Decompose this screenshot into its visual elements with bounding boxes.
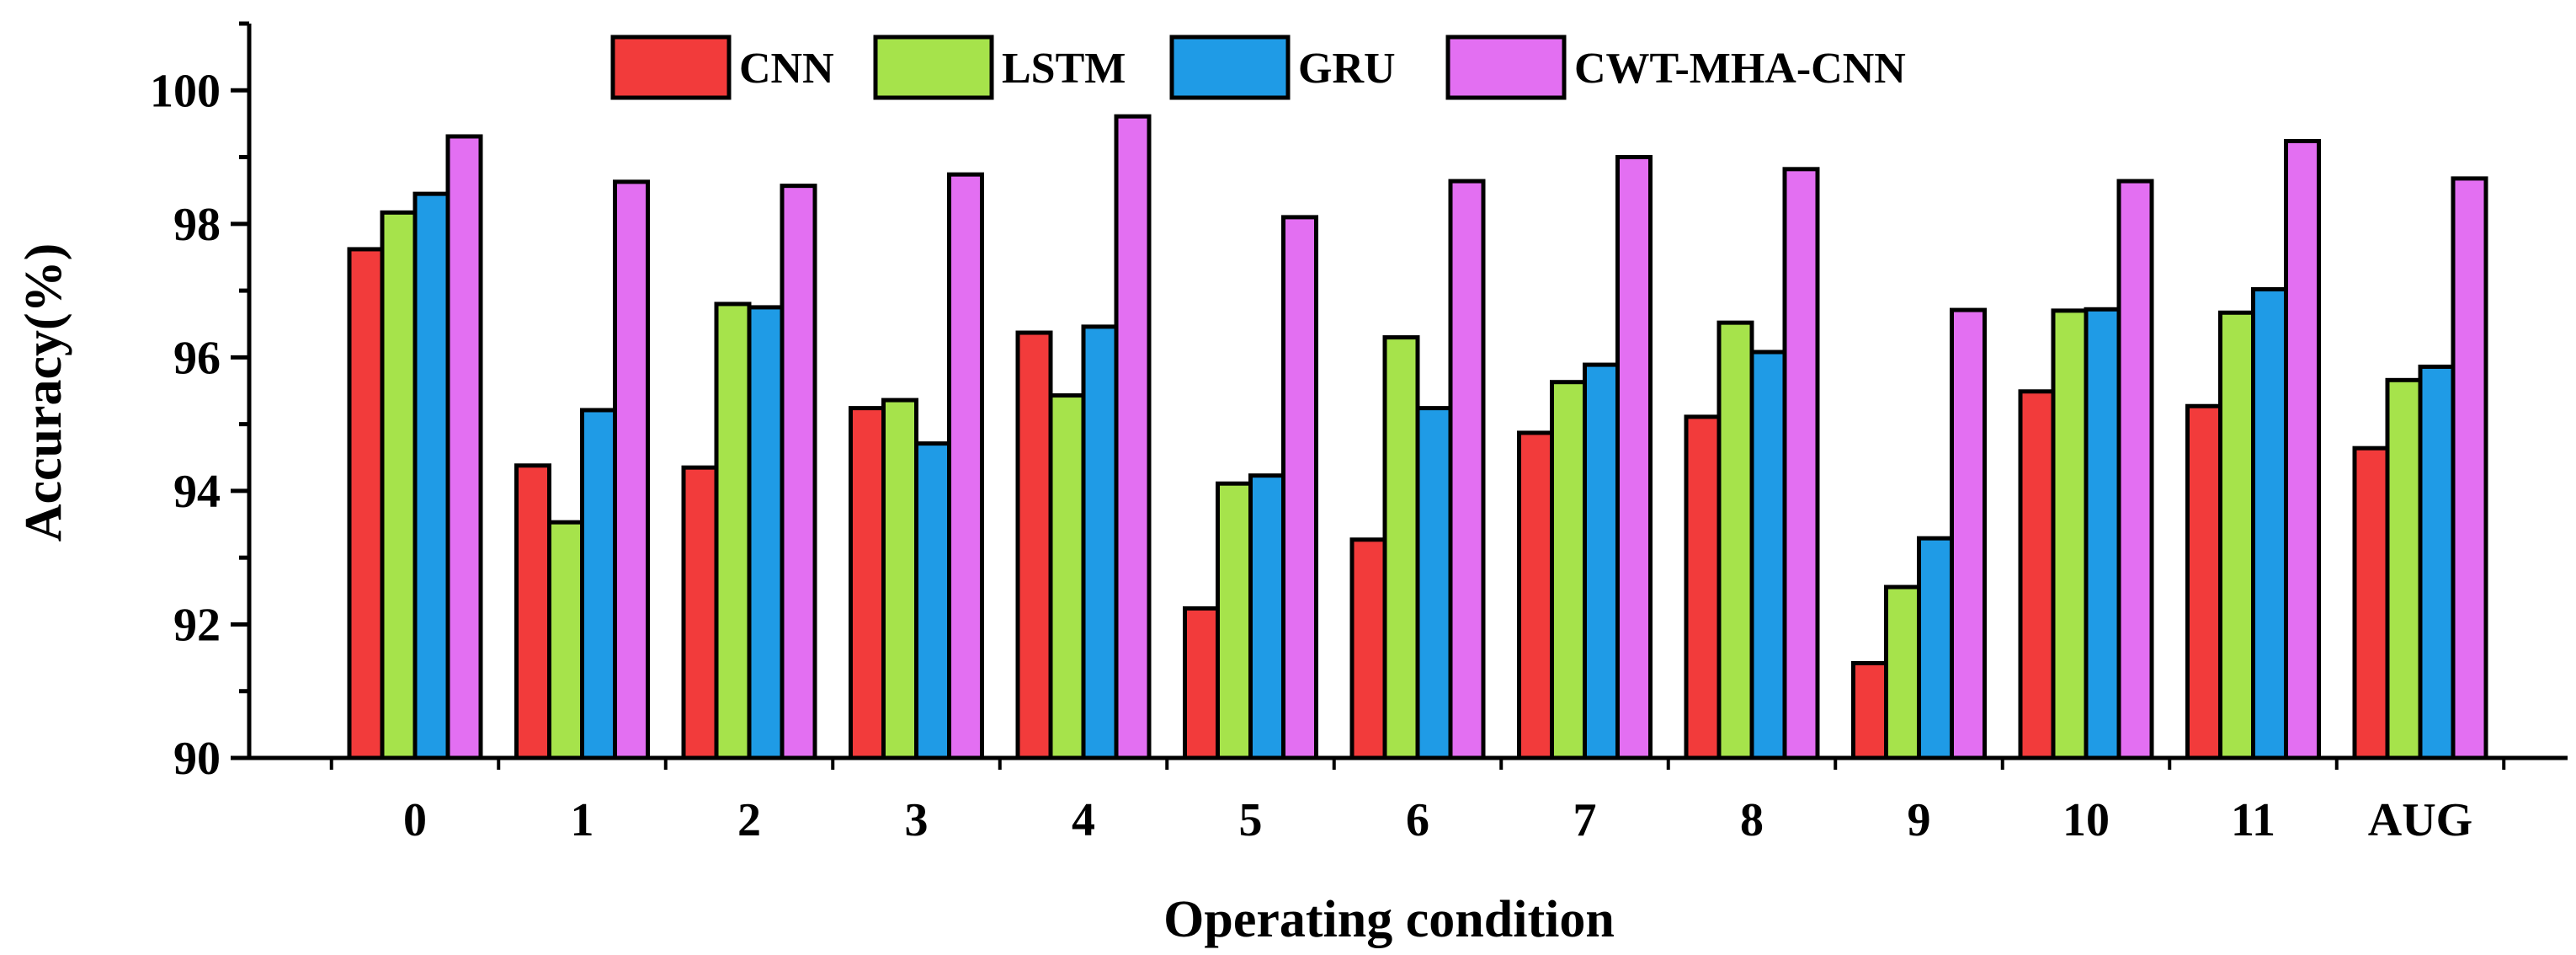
legend-swatch-cnn (610, 35, 732, 100)
x-tick-label-0: 0 (403, 794, 427, 846)
bar-cwt-mha-cnn-7 (1615, 155, 1653, 760)
bar-cnn-3 (849, 406, 886, 760)
bar-lstm-4 (1048, 393, 1086, 760)
bar-gru-7 (1583, 362, 1620, 760)
bar-gru-5 (1248, 473, 1285, 760)
bar-cnn-5 (1183, 606, 1220, 760)
x-tick-label-8: 8 (1740, 794, 1764, 846)
y-tick-label-98: 98 (173, 199, 221, 251)
legend-label-cwt-mha-cnn: CWT-MHA-CNN (1574, 45, 1906, 93)
x-tick-label-7: 7 (1573, 794, 1597, 846)
bar-cwt-mha-cnn-4 (1114, 114, 1152, 760)
legend-swatch-lstm (873, 35, 994, 100)
bar-lstm-1 (547, 520, 584, 760)
bar-gru-6 (1415, 406, 1453, 760)
axes-layer: 0 1 2 3 4 5 6 7 8 9 10 11 AUG 90 92 94 96 98 100 (150, 21, 2568, 846)
legend: CNN LSTM GRU CWT-MHA-CNN (610, 35, 1906, 100)
x-tick-label-aug: AUG (2368, 794, 2472, 846)
bar-cnn-10 (2018, 389, 2056, 760)
bar-gru-1 (580, 408, 617, 760)
bar-cnn-aug (2352, 445, 2390, 760)
bar-cwt-mha-cnn-5 (1281, 215, 1318, 760)
y-tick-label-92: 92 (173, 599, 221, 651)
bar-lstm-10 (2051, 308, 2089, 760)
bar-cnn-8 (1684, 414, 1722, 760)
bar-cnn-0 (347, 247, 385, 760)
x-tick-label-5: 5 (1239, 794, 1263, 846)
bar-cnn-7 (1517, 430, 1554, 760)
bar-cnn-1 (514, 463, 551, 760)
bar-cwt-mha-cnn-3 (947, 172, 984, 760)
bar-lstm-aug (2385, 377, 2423, 760)
bar-cwt-mha-cnn-0 (445, 134, 483, 760)
bar-cwt-mha-cnn-8 (1782, 167, 1820, 760)
bar-cnn-6 (1349, 537, 1387, 760)
x-tick-label-9: 9 (1908, 794, 1931, 846)
bars-layer (347, 114, 2488, 760)
bar-cnn-4 (1015, 330, 1053, 760)
legend-label-gru: GRU (1298, 45, 1396, 93)
bar-lstm-7 (1550, 380, 1587, 760)
x-tick-label-1: 1 (571, 794, 594, 846)
bar-gru-4 (1081, 324, 1119, 760)
bar-cnn-2 (681, 465, 719, 760)
bar-gru-0 (412, 191, 450, 760)
bar-cwt-mha-cnn-11 (2284, 139, 2321, 760)
bar-lstm-11 (2218, 310, 2255, 760)
bar-lstm-9 (1884, 584, 1921, 760)
bar-cnn-9 (1851, 660, 1888, 760)
y-tick-label-90: 90 (173, 733, 221, 785)
x-tick-label-3: 3 (905, 794, 929, 846)
bar-lstm-2 (714, 301, 752, 760)
bar-cnn-11 (2185, 403, 2222, 760)
legend-swatch-gru (1169, 35, 1291, 100)
bar-cwt-mha-cnn-aug (2451, 176, 2488, 760)
bar-cwt-mha-cnn-6 (1448, 179, 1486, 760)
legend-label-cnn: CNN (739, 45, 834, 93)
y-tick-label-94: 94 (173, 466, 221, 518)
y-tick-label-96: 96 (173, 332, 221, 384)
bar-gru-aug (2418, 364, 2456, 760)
bar-lstm-0 (380, 210, 418, 760)
x-tick-label-4: 4 (1072, 794, 1095, 846)
y-tick-label-100: 100 (150, 65, 221, 117)
x-tick-label-2: 2 (737, 794, 761, 846)
bar-lstm-5 (1216, 481, 1253, 760)
bar-gru-3 (914, 441, 951, 760)
bar-gru-10 (2084, 307, 2121, 760)
bar-lstm-8 (1716, 320, 1754, 760)
bar-cwt-mha-cnn-1 (613, 179, 650, 760)
bar-cwt-mha-cnn-10 (2116, 179, 2154, 760)
y-axis-title: Accuracy(%) (15, 243, 72, 542)
bar-lstm-6 (1382, 335, 1420, 760)
bar-gru-9 (1917, 536, 1954, 760)
x-tick-label-6: 6 (1406, 794, 1429, 846)
legend-label-lstm: LSTM (1002, 45, 1126, 93)
bar-cwt-mha-cnn-9 (1950, 307, 1987, 760)
x-tick-label-11: 11 (2231, 794, 2275, 846)
bar-gru-11 (2251, 287, 2288, 760)
legend-swatch-cwt-mha-cnn (1445, 35, 1567, 100)
bar-gru-8 (1749, 349, 1787, 760)
bar-cwt-mha-cnn-2 (780, 184, 817, 760)
x-axis-title: Operating condition (1163, 891, 1615, 948)
x-tick-label-10: 10 (2062, 794, 2110, 846)
bar-lstm-3 (881, 397, 918, 760)
bar-gru-2 (747, 305, 785, 760)
